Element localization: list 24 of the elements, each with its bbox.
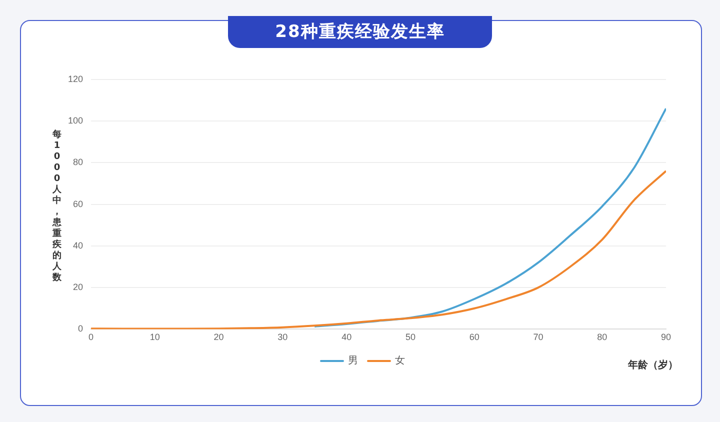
x-tick-label: 0 [88,332,94,342]
legend-label: 男 [348,356,358,367]
chart-title: 28种重疾经验发生率 [228,16,492,48]
x-tick-label: 90 [660,332,672,342]
x-tick-label: 50 [405,332,416,342]
y-tick-label: 20 [73,282,84,292]
x-tick-label: 20 [214,332,224,342]
y-tick-label: 40 [73,240,84,250]
y-tick-label: 60 [73,198,84,209]
x-axis-title: 年龄（岁） [628,358,678,372]
x-tick-label: 10 [150,332,160,342]
x-tick-label: 30 [278,332,288,342]
y-tick-label: 120 [68,74,84,84]
line-series [314,108,666,328]
x-tick-label: 80 [597,332,608,342]
legend-label: 女 [395,354,405,367]
text: 每1000人中，患重疾的人数 [52,130,62,283]
y-tick-label: 100 [68,116,84,126]
x-tick-label: 60 [469,332,480,342]
x-tick-label: 40 [342,332,352,342]
y-tick-label: 80 [73,157,84,168]
line-series [91,170,666,330]
x-tick-label: 70 [533,332,544,342]
y-tick-label: 0 [78,324,84,334]
